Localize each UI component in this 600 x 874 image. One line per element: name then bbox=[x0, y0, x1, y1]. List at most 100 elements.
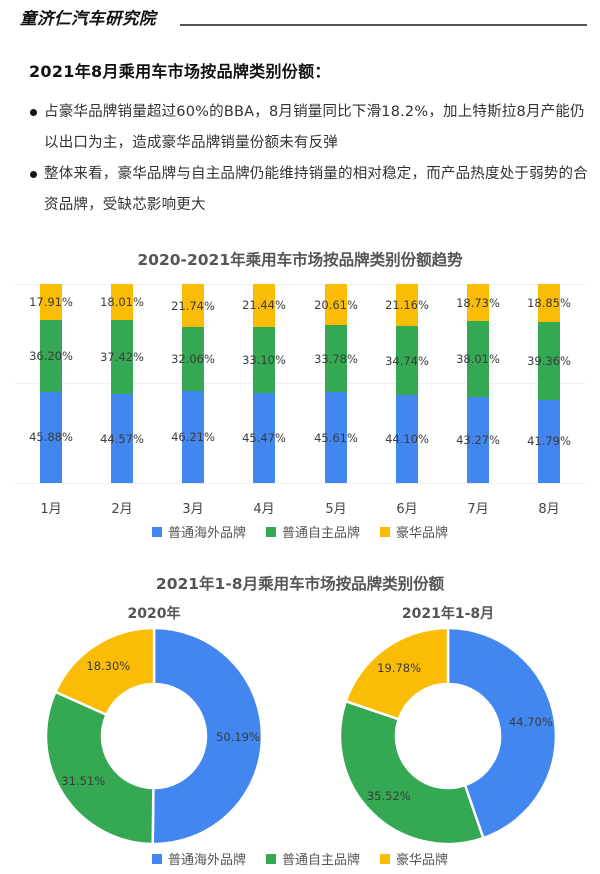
donut-segment-overseas[interactable] bbox=[446, 626, 558, 840]
bullet-dot-icon bbox=[30, 171, 37, 178]
legend-item-luxury[interactable]: 豪华品牌 bbox=[380, 522, 448, 541]
data-label: 46.21% bbox=[171, 430, 215, 444]
bar-6: 21.16% 34.74% 44.10% bbox=[385, 284, 429, 483]
bar-segment-luxury[interactable]: 18.73% bbox=[456, 284, 500, 322]
header-divider bbox=[180, 24, 587, 26]
legend-swatch-icon bbox=[380, 853, 390, 864]
donut-2020-title: 2020年 bbox=[127, 606, 181, 622]
bar-segment-overseas[interactable]: 45.61% bbox=[314, 392, 358, 483]
x-axis-label: 4月 bbox=[253, 502, 275, 517]
data-label: 17.91% bbox=[29, 294, 73, 309]
bar-segment-overseas[interactable]: 45.88% bbox=[29, 391, 73, 483]
donut-chart-legend: 普通海外品牌 普通自主品牌 豪华品牌 bbox=[0, 849, 600, 868]
bar-segment-domestic[interactable]: 37.42% bbox=[100, 319, 144, 395]
data-label: 43.27% bbox=[456, 432, 500, 447]
bar-segment-overseas[interactable]: 44.57% bbox=[100, 394, 144, 483]
bar-segment-overseas[interactable]: 44.10% bbox=[385, 395, 429, 483]
bar-segment-domestic[interactable]: 38.01% bbox=[456, 321, 500, 397]
x-axis-label: 5月 bbox=[325, 502, 347, 517]
bar-segment-overseas[interactable]: 45.47% bbox=[242, 392, 286, 483]
legend-label: 普通海外品牌 bbox=[167, 526, 246, 541]
bullet-text: 占豪华品牌销量超过60%的BBA，8月销量同比下滑18.2%，加上特斯拉8月产能… bbox=[44, 104, 585, 151]
bar-segment-domestic[interactable]: 39.36% bbox=[527, 321, 571, 400]
legend-item-domestic[interactable]: 普通自主品牌 bbox=[265, 849, 360, 868]
bar-segment-domestic[interactable]: 33.78% bbox=[314, 325, 358, 393]
bar-segment-overseas[interactable]: 41.79% bbox=[527, 399, 571, 483]
data-label: 34.74% bbox=[385, 353, 429, 368]
data-label: 18.73% bbox=[456, 295, 500, 310]
donut-data-label: 50.19% bbox=[216, 729, 260, 744]
legend-label: 豪华品牌 bbox=[396, 853, 449, 868]
data-label: 38.01% bbox=[456, 352, 500, 367]
legend-label: 豪华品牌 bbox=[396, 526, 449, 541]
legend-item-overseas[interactable]: 普通海外品牌 bbox=[151, 522, 246, 541]
x-axis-label: 8月 bbox=[538, 502, 560, 517]
bar-segment-luxury[interactable]: 18.85% bbox=[527, 284, 571, 322]
donut-data-label: 19.78% bbox=[377, 660, 422, 675]
bar-segment-domestic[interactable]: 33.10% bbox=[242, 326, 286, 393]
bar-segment-luxury[interactable]: 21.16% bbox=[385, 284, 429, 327]
bar-segment-overseas[interactable]: 43.27% bbox=[456, 396, 500, 483]
data-label: 21.74% bbox=[171, 298, 215, 313]
data-label: 37.42% bbox=[100, 350, 144, 365]
legend-item-luxury[interactable]: 豪华品牌 bbox=[380, 849, 448, 868]
donut-segment-domestic[interactable] bbox=[44, 690, 155, 846]
data-label: 44.57% bbox=[100, 431, 144, 446]
bar-segment-domestic[interactable]: 32.06% bbox=[171, 327, 215, 392]
legend-swatch-icon bbox=[265, 526, 276, 537]
bullet-list: 占豪华品牌销量超过60%的BBA，8月销量同比下滑18.2%，加上特斯拉8月产能… bbox=[30, 97, 590, 221]
brand-header: 童济仁汽车研究院 bbox=[20, 3, 587, 31]
bar-segment-luxury[interactable]: 20.61% bbox=[314, 284, 358, 325]
data-label: 39.36% bbox=[527, 353, 571, 368]
bar-segment-luxury[interactable]: 21.74% bbox=[171, 284, 215, 328]
data-label: 36.20% bbox=[29, 348, 73, 363]
stacked-bar-chart: 17.91% 36.20% 45.88% 18.01% 37.42% 44.57% 21.7… bbox=[0, 284, 600, 484]
legend-swatch-icon bbox=[151, 853, 162, 864]
bar-segment-overseas[interactable]: 46.21% bbox=[171, 391, 215, 483]
data-label: 44.10% bbox=[385, 432, 429, 447]
legend-swatch-icon bbox=[151, 526, 162, 537]
donut-segment-luxury[interactable] bbox=[344, 626, 450, 721]
section-title: 2021年8月乘用车市场按品牌类别份额： bbox=[29, 62, 331, 81]
legend-item-overseas[interactable]: 普通海外品牌 bbox=[151, 849, 246, 868]
bullet-item: 整体来看，豪华品牌与自主品牌仍能维持销量的相对稳定，而产品热度处于弱势的合资品牌… bbox=[30, 159, 590, 221]
x-axis-label: 1月 bbox=[40, 502, 62, 517]
data-label: 21.44% bbox=[242, 298, 286, 313]
legend-swatch-icon bbox=[380, 526, 390, 537]
bar-segment-luxury[interactable]: 17.91% bbox=[29, 284, 73, 320]
bar-segment-domestic[interactable]: 36.20% bbox=[29, 319, 73, 392]
bar-2: 18.01% 37.42% 44.57% bbox=[100, 284, 144, 483]
bar-4: 21.44% 33.10% 45.47% bbox=[242, 284, 286, 483]
data-label: 18.85% bbox=[527, 295, 571, 310]
donut-segment-domestic[interactable] bbox=[338, 699, 485, 846]
data-label: 33.78% bbox=[314, 351, 358, 366]
bar-segment-domestic[interactable]: 34.74% bbox=[385, 326, 429, 396]
donut-chart-2020 bbox=[44, 626, 264, 846]
donut-2021-title: 2021年1-8月 bbox=[401, 606, 495, 622]
legend-swatch-icon bbox=[265, 853, 276, 864]
bullet-text: 整体来看，豪华品牌与自主品牌仍能维持销量的相对稳定，而产品热度处于弱势的合资品牌… bbox=[44, 166, 588, 213]
donut-data-label: 18.30% bbox=[86, 658, 131, 673]
data-label: 45.61% bbox=[314, 430, 358, 445]
data-label: 45.88% bbox=[29, 430, 73, 445]
data-label: 20.61% bbox=[314, 297, 358, 312]
legend-item-domestic[interactable]: 普通自主品牌 bbox=[265, 522, 360, 541]
gridline bbox=[15, 284, 585, 285]
donut-data-label: 35.52% bbox=[366, 788, 411, 803]
legend-label: 普通自主品牌 bbox=[281, 853, 360, 868]
bar-segment-luxury[interactable]: 21.44% bbox=[242, 284, 286, 327]
data-label: 33.10% bbox=[242, 352, 286, 367]
data-label: 41.79% bbox=[527, 434, 571, 449]
bullet-item: 占豪华品牌销量超过60%的BBA，8月销量同比下滑18.2%，加上特斯拉8月产能… bbox=[30, 97, 590, 159]
data-label: 45.47% bbox=[242, 430, 286, 445]
donut-chart-2021 bbox=[338, 626, 558, 846]
bar-segment-luxury[interactable]: 18.01% bbox=[100, 284, 144, 320]
x-axis-label: 2月 bbox=[111, 502, 133, 517]
bar-chart-legend: 普通海外品牌 普通自主品牌 豪华品牌 bbox=[0, 522, 600, 541]
bar-7: 18.73% 38.01% 43.27% bbox=[456, 284, 500, 483]
gridline bbox=[15, 483, 585, 484]
legend-label: 普通海外品牌 bbox=[167, 853, 246, 868]
x-axis-label: 3月 bbox=[182, 502, 204, 517]
donut-segment-luxury[interactable] bbox=[53, 626, 156, 717]
donut-segment-overseas[interactable] bbox=[151, 626, 264, 846]
